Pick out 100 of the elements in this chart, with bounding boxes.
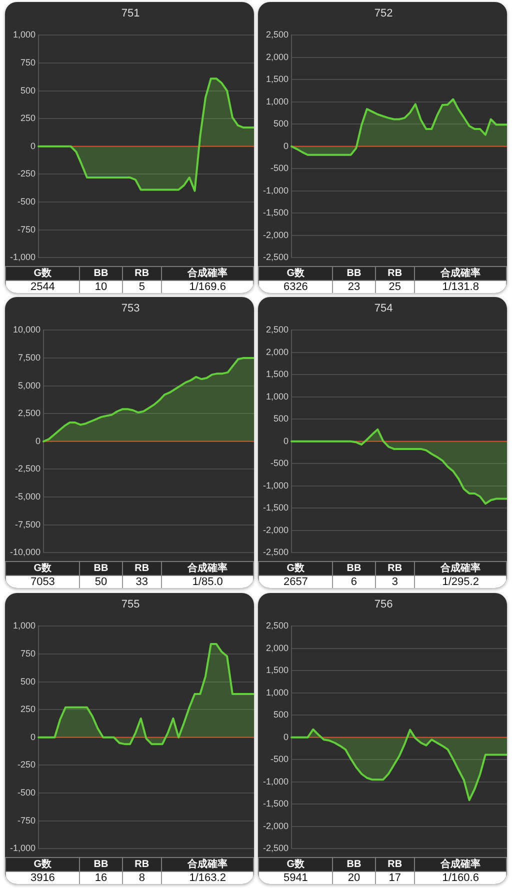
y-tick-label: -1,500 (262, 798, 289, 809)
text: 2657 (258, 576, 333, 588)
y-tick-label: -500 (270, 458, 289, 468)
text: 1/163.2 (162, 872, 254, 884)
y-tick-label: 0 (30, 140, 36, 151)
y-tick-label: 500 (273, 414, 289, 424)
text: 33 (122, 576, 162, 588)
text: 16 (80, 872, 122, 884)
y-tick-label: -1,000 (262, 480, 289, 490)
text: 1/160.6 (414, 872, 506, 884)
y-tick-label: -2,500 (262, 252, 289, 262)
y-tick-label: -10,000 (10, 547, 41, 558)
y-tick-label: 7,500 (18, 352, 41, 362)
y-tick-label: -1,500 (262, 208, 289, 218)
y-tick-label: -750 (18, 815, 36, 826)
y-tick-label: -1,000 (262, 185, 289, 196)
text: 1/295.2 (414, 576, 506, 588)
y-tick-label: -2,500 (262, 547, 289, 558)
chart-title: 754 (374, 302, 393, 315)
y-tick-label: -1,000 (10, 843, 36, 854)
y-tick-label: 1,500 (266, 74, 289, 84)
y-tick-label: 750 (20, 648, 36, 658)
y-tick-label: -1,000 (10, 252, 36, 262)
text: G数 (258, 266, 333, 280)
y-tick-label: 2,000 (266, 52, 289, 62)
text: RB (375, 858, 415, 872)
text: BB (332, 562, 376, 576)
text: 25 (375, 280, 415, 294)
y-tick-label: -500 (18, 787, 36, 798)
y-tick-label: 10,000 (12, 324, 41, 335)
text: RB (122, 858, 162, 872)
text: 合成確率 (162, 562, 254, 576)
y-tick-label: -2,000 (262, 524, 289, 535)
text: 1/85.0 (162, 576, 254, 588)
text: G数 (258, 562, 333, 576)
text: BB (80, 858, 122, 872)
y-tick-label: 250 (20, 704, 36, 714)
y-tick-label: 2,500 (266, 30, 289, 40)
chart-title: 752 (374, 8, 393, 20)
y-tick-label: -500 (270, 163, 289, 174)
y-tick-label: -500 (270, 754, 289, 764)
y-tick-label: -2,500 (262, 843, 289, 854)
y-tick-label: 2,000 (266, 642, 289, 653)
y-tick-label: 500 (273, 710, 289, 720)
text: BB (80, 266, 122, 280)
y-tick-label: 500 (273, 118, 289, 129)
text: 合成確率 (414, 562, 506, 576)
y-tick-label: -7,500 (14, 519, 41, 530)
y-tick-label: 1,500 (266, 665, 289, 676)
text: 3 (375, 576, 415, 588)
text: 17 (375, 872, 415, 884)
y-tick-label: 0 (36, 436, 41, 446)
y-tick-label: -250 (18, 168, 36, 179)
text: RB (375, 266, 415, 280)
chart-title: 751 (121, 8, 140, 20)
text: G数 (6, 562, 80, 576)
y-tick-label: -500 (18, 196, 36, 206)
text: 合成確率 (414, 266, 506, 280)
y-tick-label: -1,000 (262, 776, 289, 786)
chart-title: 755 (121, 598, 140, 611)
chart-title: 756 (374, 598, 393, 611)
text: 50 (80, 576, 122, 588)
text: 3916 (6, 872, 80, 884)
y-tick-label: 2,500 (266, 620, 289, 631)
y-tick-label: 2,500 (18, 408, 41, 418)
y-tick-label: 2,500 (266, 324, 289, 335)
y-tick-label: 1,000 (266, 391, 289, 402)
text: 8 (122, 872, 162, 884)
text: 10 (80, 280, 122, 294)
y-tick-label: -2,500 (14, 464, 41, 474)
y-tick-label: -1,500 (262, 502, 289, 513)
text: 23 (332, 280, 376, 294)
y-tick-label: 250 (20, 113, 36, 124)
text: G数 (6, 266, 80, 280)
y-tick-label: -5,000 (14, 491, 41, 502)
y-tick-label: 0 (284, 140, 289, 151)
y-tick-label: 0 (284, 436, 289, 446)
text: 6326 (258, 280, 333, 294)
y-tick-label: 750 (20, 57, 36, 68)
text: G数 (6, 858, 80, 872)
text: BB (80, 562, 122, 576)
y-tick-label: 2,000 (266, 346, 289, 357)
y-tick-label: 5,000 (18, 380, 41, 390)
y-tick-label: 1,000 (266, 96, 289, 106)
y-tick-label: -750 (18, 224, 36, 234)
y-tick-label: 1,500 (266, 369, 289, 380)
text: 2544 (6, 280, 80, 294)
text: RB (122, 562, 162, 576)
text: 1/169.6 (162, 280, 254, 294)
text: 5941 (258, 872, 333, 884)
y-tick-label: -250 (18, 760, 36, 770)
text: BB (332, 266, 376, 280)
y-tick-label: -2,000 (262, 820, 289, 831)
text: RB (122, 266, 162, 280)
y-tick-label: -2,000 (262, 230, 289, 240)
text: 6 (332, 576, 376, 588)
text: BB (332, 858, 376, 872)
text: 5 (122, 280, 162, 294)
chart-title: 753 (121, 302, 140, 315)
text: RB (375, 562, 415, 576)
